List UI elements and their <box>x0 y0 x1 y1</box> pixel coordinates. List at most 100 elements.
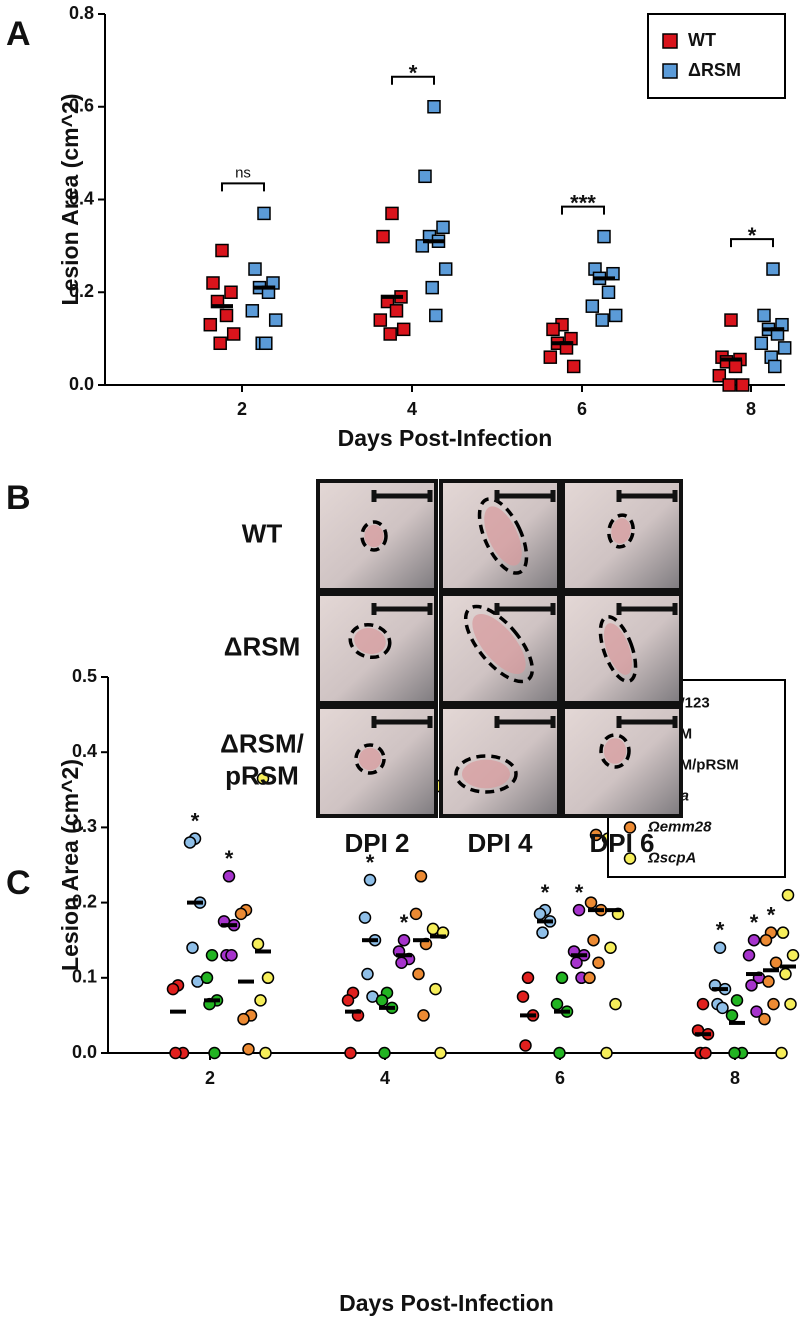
x-tick-label: 2 <box>237 399 247 419</box>
significance-mark: * <box>366 850 375 875</box>
legend-label: ΩscpA <box>647 849 696 866</box>
data-point <box>757 308 771 323</box>
legend-label: WT <box>688 30 716 50</box>
y-tick-label: 0.4 <box>72 741 97 761</box>
data-point <box>600 1046 613 1060</box>
data-point <box>779 967 792 981</box>
data-point <box>570 956 583 970</box>
data-point <box>418 169 432 184</box>
data-point <box>203 317 218 332</box>
scale-bar <box>371 716 433 728</box>
lesion-area <box>358 747 382 771</box>
data-point <box>409 907 423 921</box>
data-point <box>716 1001 729 1015</box>
data-point <box>781 888 795 902</box>
lesion-outline <box>598 614 638 684</box>
x-tick-label: 2 <box>205 1068 215 1088</box>
lesion-photo <box>561 479 683 592</box>
y-tick-label: 0.6 <box>69 96 94 116</box>
data-point <box>777 341 792 355</box>
significance-mark: * <box>767 902 776 927</box>
data-point <box>183 836 197 849</box>
y-axis-title: Lesion Area (cm^2) <box>57 759 83 971</box>
scale-bar <box>616 603 678 615</box>
data-point <box>385 206 399 221</box>
data-point <box>397 933 411 947</box>
data-point <box>572 903 586 917</box>
data-point <box>261 971 275 985</box>
significance-label: * <box>748 223 757 248</box>
data-point <box>268 313 283 327</box>
scale-bar <box>616 716 678 728</box>
lesion-outline <box>599 733 631 769</box>
data-point <box>584 896 598 909</box>
data-point <box>378 1046 391 1060</box>
data-point <box>344 1046 357 1060</box>
data-point <box>361 967 374 981</box>
significance-bracket <box>730 238 774 248</box>
data-point <box>555 971 569 985</box>
significance-mark: * <box>541 880 550 905</box>
x-tick-label: 8 <box>730 1068 740 1088</box>
lesion-outline <box>607 513 635 549</box>
data-point <box>429 982 442 996</box>
data-point <box>363 873 377 887</box>
data-point <box>589 828 603 842</box>
data-point <box>745 979 758 992</box>
data-point <box>225 948 238 962</box>
lesion-photo <box>316 479 438 592</box>
legend-marker <box>623 852 637 865</box>
data-point <box>373 313 388 327</box>
data-point <box>259 336 273 351</box>
legend-marker <box>662 33 678 49</box>
data-point <box>222 870 236 883</box>
data-point <box>516 990 530 1003</box>
row-label: ΔRSM/ <box>220 728 304 758</box>
significance-mark: * <box>400 910 409 935</box>
data-point <box>750 1005 763 1018</box>
significance-bracket <box>391 75 435 85</box>
data-point <box>224 285 238 299</box>
data-point <box>242 1042 255 1056</box>
legend-label: Ωemm28 <box>647 818 712 835</box>
data-point <box>200 971 214 985</box>
x-tick-label: 8 <box>746 399 756 419</box>
data-point <box>417 1009 430 1022</box>
data-point <box>775 1046 788 1060</box>
scale-bar <box>494 603 556 615</box>
data-point <box>546 322 560 337</box>
data-point <box>566 359 581 374</box>
data-point <box>169 1046 182 1060</box>
data-point <box>213 336 227 351</box>
legend-label: ΔRSM <box>688 60 741 80</box>
column-label: DPI 6 <box>589 828 654 858</box>
significance-mark: * <box>575 880 584 905</box>
data-point <box>769 956 783 970</box>
data-point <box>754 336 769 351</box>
scale-bar <box>616 490 678 502</box>
data-point <box>429 308 443 323</box>
x-tick-label: 4 <box>380 1068 390 1088</box>
data-point <box>254 994 267 1007</box>
data-point <box>436 220 450 235</box>
data-point <box>762 975 775 988</box>
data-point <box>601 285 616 299</box>
data-point <box>208 1046 221 1060</box>
lesion-outline <box>454 754 518 794</box>
legend-marker <box>662 63 678 79</box>
data-point <box>730 994 744 1007</box>
x-tick-label: 6 <box>555 1068 565 1088</box>
data-point <box>767 997 780 1011</box>
significance-mark: * <box>716 918 725 943</box>
lesion-outline <box>354 743 386 775</box>
lesion-area <box>603 623 633 675</box>
y-tick-label: 0.3 <box>72 816 97 836</box>
lesion-area <box>462 759 510 789</box>
column-label: DPI 4 <box>467 828 533 858</box>
data-point <box>226 327 241 341</box>
lesion-outline <box>477 497 529 575</box>
y-tick-label: 0.1 <box>72 967 97 987</box>
data-point <box>206 276 220 290</box>
panel-label: A <box>6 15 31 53</box>
lesion-outline <box>463 604 535 684</box>
